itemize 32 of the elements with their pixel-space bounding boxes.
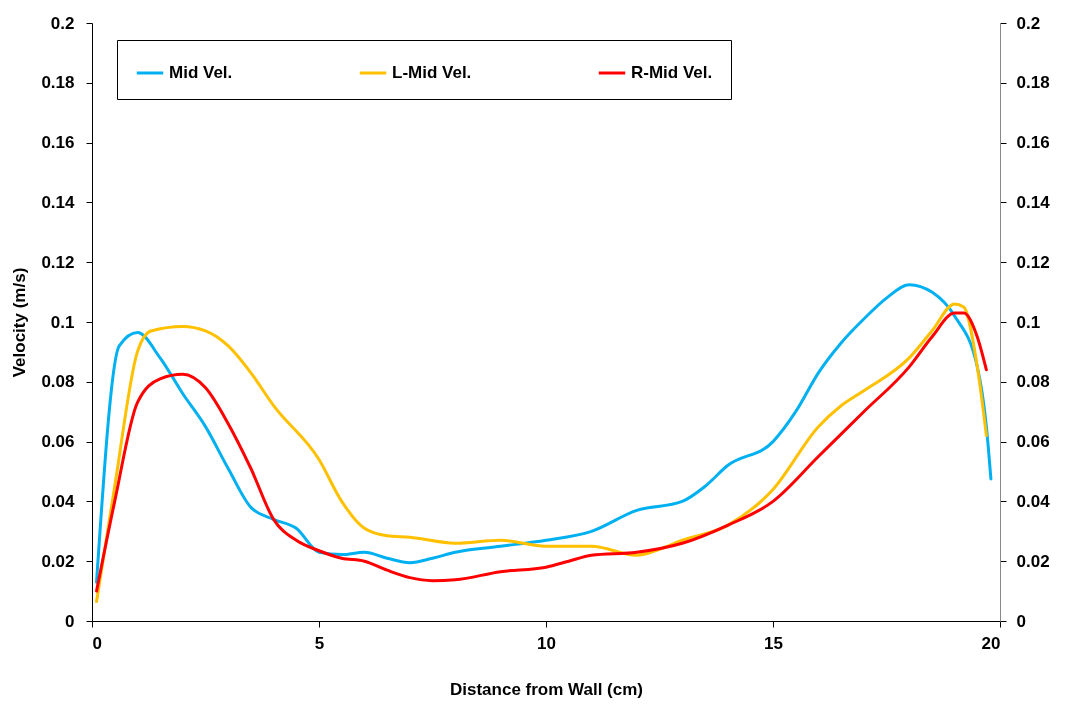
y2-tick-label: 0.18 <box>1016 73 1050 93</box>
y-tick-label: 0.06 <box>41 432 75 452</box>
y-tick-label: 0 <box>65 611 75 631</box>
x-tick-label: 15 <box>764 633 783 653</box>
legend-label: R-Mid Vel. <box>631 63 713 82</box>
y2-tick-label: 0.14 <box>1016 192 1051 212</box>
y-tick-label: 0.16 <box>41 133 75 153</box>
y2-tick-label: 0.04 <box>1016 491 1051 511</box>
x-tick-label: 5 <box>314 633 325 653</box>
y-tick-label: 0.14 <box>41 192 76 212</box>
y-axis-title: Velocity (m/s) <box>10 267 30 378</box>
y-tick-label: 0.08 <box>41 372 75 392</box>
y-tick-label: 0.18 <box>41 73 75 93</box>
legend-label: Mid Vel. <box>169 63 233 82</box>
y2-tick-label: 0.12 <box>1016 252 1050 272</box>
y2-tick-label: 0 <box>1016 611 1026 631</box>
y-tick-label: 0.02 <box>41 551 75 571</box>
y2-tick-label: 0.06 <box>1016 432 1050 452</box>
y2-tick-label: 0.1 <box>1016 312 1041 332</box>
y2-tick-label: 0.08 <box>1016 372 1050 392</box>
x-tick-label: 0 <box>92 633 102 653</box>
y-tick-label: 0.1 <box>50 312 75 332</box>
y2-tick-label: 0.02 <box>1016 551 1050 571</box>
x-axis-title: Distance from Wall (cm) <box>449 679 644 699</box>
y-tick-label: 0.04 <box>41 491 76 511</box>
y-tick-label: 0.12 <box>41 252 75 272</box>
x-tick-label: 10 <box>537 633 556 653</box>
x-tick-label: 20 <box>981 633 1001 653</box>
legend-label: L-Mid Vel. <box>392 63 472 82</box>
y2-tick-label: 0.16 <box>1016 133 1050 153</box>
y2-tick-label: 0.2 <box>1016 13 1041 33</box>
y-tick-label: 0.2 <box>50 13 75 33</box>
